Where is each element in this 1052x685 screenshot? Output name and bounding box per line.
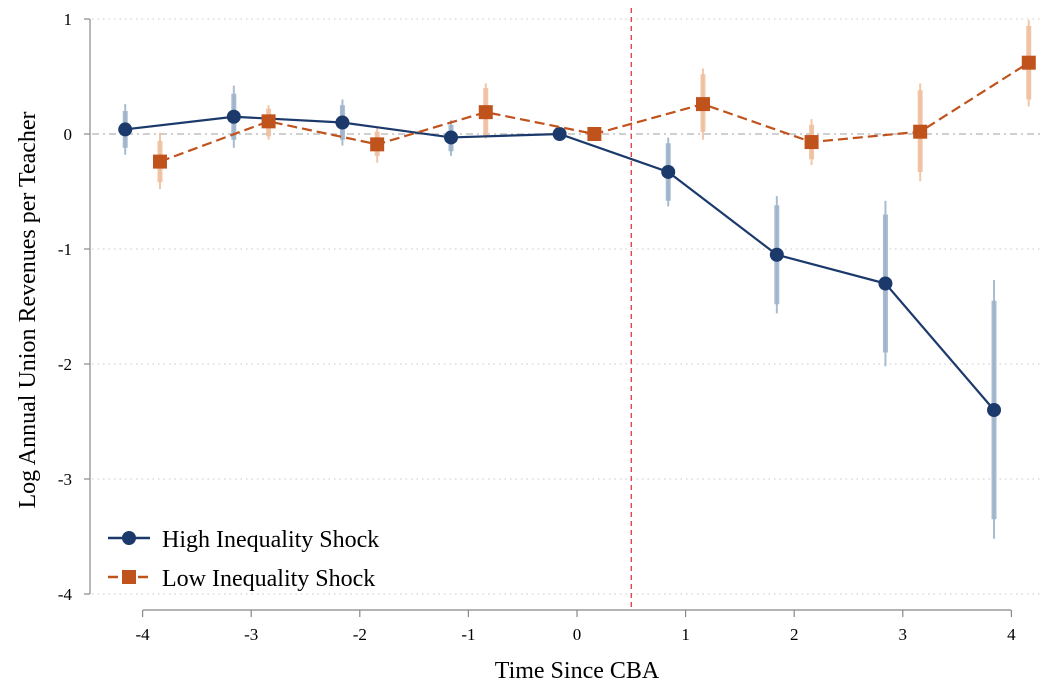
data-point-high: [118, 122, 133, 137]
x-tick-label: 0: [573, 625, 582, 644]
x-tick-label: 3: [899, 625, 908, 644]
y-tick-label: 0: [64, 125, 73, 144]
data-point-low: [370, 137, 385, 152]
legend-item-high: High Inequality Shock: [108, 527, 379, 553]
y-axis-title: Log Annual Union Revenues per Teacher: [15, 111, 41, 508]
legend: High Inequality Shock Low Inequality Sho…: [108, 527, 379, 592]
data-point-low: [152, 154, 167, 169]
legend-label-high: High Inequality Shock: [162, 527, 379, 553]
x-tick-label: 1: [681, 625, 690, 644]
data-point-high: [878, 276, 893, 291]
data-point-low: [261, 114, 276, 129]
data-point-low: [478, 105, 493, 120]
x-tick-label: -4: [136, 625, 151, 644]
data-point-low: [1021, 55, 1036, 70]
data-point-high: [226, 109, 241, 124]
data-point-low: [804, 135, 819, 150]
x-axis-title: Time Since CBA: [495, 658, 660, 684]
x-tick-label: -2: [353, 625, 367, 644]
data-point-low: [587, 127, 602, 141]
y-ticks: -4 -3 -2 -1 0 1: [58, 10, 90, 604]
x-tick-label: -3: [244, 625, 258, 644]
series-line-high: [125, 115, 995, 411]
y-tick-label: 1: [64, 10, 73, 29]
data-point-high: [552, 127, 567, 141]
x-ticks: -4 -3 -2 -1 0 1 2 3 4: [136, 610, 1016, 644]
data-point-high: [769, 247, 784, 262]
y-tick-label: -2: [58, 355, 72, 374]
legend-swatch-marker-low: [122, 570, 136, 584]
y-tick-label: -1: [58, 240, 72, 259]
ci-group-high: [122, 85, 997, 539]
x-tick-label: 4: [1007, 625, 1016, 644]
ci-group-low: [157, 20, 1032, 190]
legend-label-low: Low Inequality Shock: [162, 566, 375, 592]
legend-swatch-marker-high: [122, 531, 136, 545]
data-point-low: [695, 97, 710, 112]
x-tick-label: -1: [461, 625, 475, 644]
data-point-high: [444, 130, 459, 145]
data-point-low: [913, 124, 928, 139]
data-point-high: [987, 403, 1002, 417]
legend-item-low: Low Inequality Shock: [108, 566, 375, 592]
plot-area: [118, 20, 1036, 539]
reference-lines: [92, 8, 1040, 610]
x-tick-label: 2: [790, 625, 799, 644]
y-tick-label: -4: [58, 585, 73, 604]
axes: [89, 19, 1011, 611]
data-point-high: [335, 115, 350, 130]
data-point-high: [661, 164, 676, 179]
gridlines: [92, 18, 1040, 595]
y-tick-label: -3: [58, 470, 72, 489]
